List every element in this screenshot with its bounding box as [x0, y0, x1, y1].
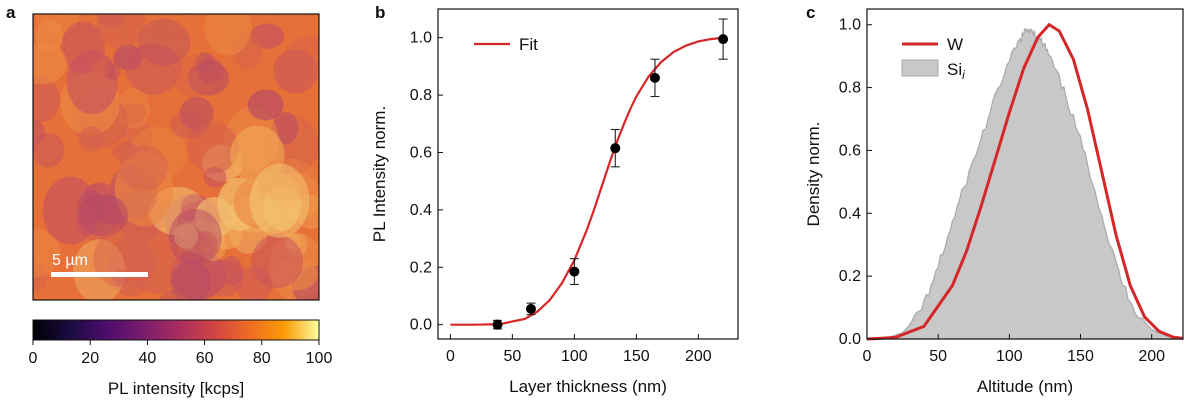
fit-curve	[450, 36, 724, 326]
x-tick-label: 50	[503, 348, 521, 365]
plot-b-frame	[437, 8, 739, 340]
y-tick-label: 0.8	[839, 80, 861, 97]
legend-fit-label: Fit	[519, 35, 538, 54]
y-tick-label: 0.2	[839, 268, 861, 285]
panel-letter-a: a	[6, 3, 16, 22]
x-tick-label: 0	[863, 348, 872, 365]
plot-b-ticks: 0 50 100 150 200 0.0 0.2 0.4 0.6 0.8 1.0	[410, 30, 712, 365]
colorbar-tick-label: 80	[253, 350, 271, 367]
altitude-plot: 0 50 100 150 200 0.0 0.2 0.4 0.6 0.8 1.0 Altitude …	[804, 8, 1184, 396]
marker	[610, 143, 621, 154]
y-tick-label: 0.6	[410, 144, 432, 161]
panel-letter-c: c	[806, 3, 815, 22]
y-tick-label: 0.0	[410, 317, 432, 334]
colorbar-tick-label: 60	[196, 350, 214, 367]
data-point	[569, 258, 580, 286]
plot-b-legend: Fit	[474, 35, 538, 54]
colorbar-ticks: 0 20 40 60 80 100	[29, 340, 333, 367]
plot-c-ticks: 0 50 100 150 200 0.0 0.2 0.4 0.6 0.8 1.0	[839, 17, 1165, 365]
legend-si-swatch	[901, 59, 939, 77]
map-noise	[33, 14, 319, 300]
y-tick-label: 0.6	[839, 142, 861, 159]
colorbar	[32, 319, 320, 341]
data-point	[718, 18, 729, 60]
plot-c-ylabel: Density norm.	[804, 122, 823, 227]
plot-c-xlabel: Altitude (nm)	[977, 377, 1073, 396]
x-tick-label: 0	[446, 348, 455, 365]
marker	[649, 72, 660, 83]
data-points	[492, 18, 729, 330]
legend-si-label: Sii	[947, 60, 965, 82]
y-tick-label: 0.0	[839, 331, 861, 348]
y-tick-label: 0.8	[410, 87, 432, 104]
plot-b-xlabel: Layer thickness (nm)	[509, 377, 667, 396]
data-point	[525, 302, 536, 316]
y-tick-label: 0.4	[839, 205, 861, 222]
colorbar-tick-label: 20	[81, 350, 99, 367]
colorbar-label: PL intensity [kcps]	[108, 379, 244, 398]
colorbar-tick-label: 40	[139, 350, 157, 367]
plot-c-frame	[866, 8, 1184, 340]
y-tick-label: 0.2	[410, 259, 432, 276]
x-tick-label: 200	[685, 348, 712, 365]
x-tick-label: 150	[1067, 348, 1094, 365]
data-point	[492, 319, 503, 330]
y-tick-label: 1.0	[839, 17, 861, 34]
w-curve	[866, 22, 1184, 341]
x-tick-label: 50	[929, 348, 947, 365]
data-point	[610, 128, 621, 168]
thickness-plot: 0 50 100 150 200 0.0 0.2 0.4 0.6 0.8 1.0 Layer thi…	[370, 8, 739, 396]
panel-letter-b: b	[375, 3, 385, 22]
plot-c-legend: W Sii	[901, 35, 965, 82]
x-tick-label: 100	[996, 348, 1023, 365]
plot-b-ylabel: PL Intensity norm.	[370, 106, 389, 242]
colorbar-tick-label: 0	[29, 350, 38, 367]
x-tick-label: 100	[561, 348, 588, 365]
x-tick-label: 150	[623, 348, 650, 365]
y-tick-label: 0.4	[410, 202, 432, 219]
legend-w-label: W	[947, 35, 963, 54]
marker	[492, 319, 503, 330]
pl-intensity-map: 5 µm 0 20 40 60 80 100 PL intensity [kcps]	[29, 13, 333, 398]
scale-bar-label: 5 µm	[52, 252, 88, 269]
x-tick-label: 200	[1138, 348, 1165, 365]
si-histogram	[866, 27, 1184, 340]
map-frame	[32, 13, 320, 301]
marker	[525, 303, 536, 314]
colorbar-tick-label: 100	[306, 350, 333, 367]
scale-bar	[51, 272, 148, 277]
y-tick-label: 1.0	[410, 30, 432, 47]
data-point	[649, 58, 660, 98]
marker	[718, 34, 729, 45]
marker	[569, 266, 580, 277]
